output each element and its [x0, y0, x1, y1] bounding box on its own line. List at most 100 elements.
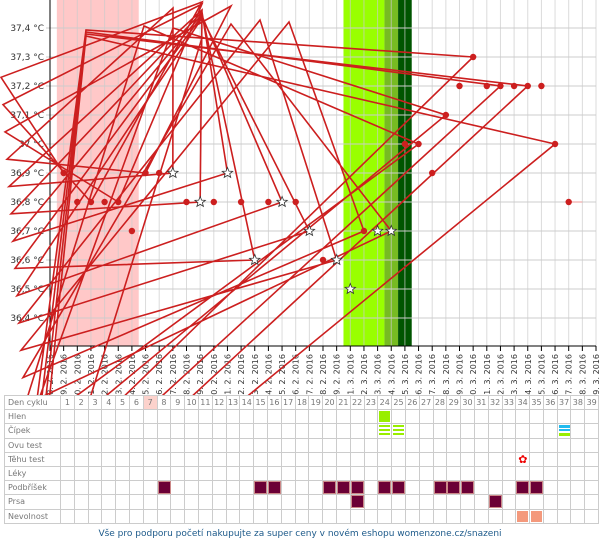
table-cell[interactable]: [446, 494, 462, 510]
table-cell[interactable]: [377, 480, 393, 496]
table-cell[interactable]: [418, 508, 434, 524]
table-cell[interactable]: [101, 480, 117, 496]
table-cell[interactable]: [377, 494, 393, 510]
table-cell[interactable]: [225, 409, 241, 425]
table-cell[interactable]: [529, 508, 544, 524]
table-cell[interactable]: [128, 465, 144, 482]
table-cell[interactable]: [266, 508, 282, 524]
table-cell[interactable]: [156, 451, 172, 467]
table-cell[interactable]: [570, 494, 586, 510]
table-cell[interactable]: [529, 409, 544, 425]
table-cell[interactable]: [211, 494, 227, 510]
table-cell[interactable]: [87, 409, 103, 425]
table-cell[interactable]: [322, 409, 337, 425]
table-cell[interactable]: [322, 494, 337, 510]
table-cell[interactable]: [446, 437, 462, 453]
table-cell[interactable]: [101, 437, 117, 453]
table-cell[interactable]: [584, 480, 600, 496]
table-cell[interactable]: [87, 465, 103, 482]
table-cell[interactable]: [556, 409, 572, 425]
table-cell[interactable]: [335, 423, 351, 439]
table-cell[interactable]: [266, 480, 282, 496]
table-cell[interactable]: [239, 494, 255, 510]
table-cell[interactable]: [197, 437, 213, 453]
table-cell[interactable]: [349, 465, 365, 482]
table-cell[interactable]: [225, 423, 241, 439]
table-cell[interactable]: [60, 409, 75, 425]
table-cell[interactable]: [128, 508, 144, 524]
table-cell[interactable]: [211, 451, 227, 467]
table-cell[interactable]: [170, 508, 186, 524]
table-cell[interactable]: [266, 465, 282, 482]
table-cell[interactable]: [570, 409, 586, 425]
table-cell[interactable]: [142, 494, 158, 510]
table-cell[interactable]: [73, 409, 89, 425]
table-cell[interactable]: [197, 494, 213, 510]
table-cell[interactable]: [404, 423, 420, 439]
table-cell[interactable]: [349, 451, 365, 467]
table-cell[interactable]: [156, 480, 172, 496]
table-cell[interactable]: [294, 494, 310, 510]
table-cell[interactable]: [349, 508, 365, 524]
table-cell[interactable]: [570, 437, 586, 453]
table-cell[interactable]: [432, 423, 448, 439]
table-cell[interactable]: [211, 508, 227, 524]
table-cell[interactable]: [363, 451, 379, 467]
table-cell[interactable]: [584, 409, 600, 425]
table-cell[interactable]: [156, 494, 172, 510]
table-cell[interactable]: [515, 465, 531, 482]
table-cell[interactable]: [308, 409, 324, 425]
table-cell[interactable]: [391, 451, 406, 467]
table-cell[interactable]: [101, 508, 117, 524]
table-cell[interactable]: [363, 409, 379, 425]
table-cell[interactable]: [280, 423, 296, 439]
table-cell[interactable]: [542, 451, 558, 467]
table-cell[interactable]: [501, 409, 517, 425]
table-cell[interactable]: [266, 494, 282, 510]
table-cell[interactable]: [473, 508, 489, 524]
table-cell[interactable]: [460, 494, 475, 510]
table-cell[interactable]: [418, 465, 434, 482]
table-cell[interactable]: [584, 465, 600, 482]
table-cell[interactable]: [529, 480, 544, 496]
table-cell[interactable]: [142, 465, 158, 482]
table-cell[interactable]: [101, 494, 117, 510]
table-cell[interactable]: [501, 508, 517, 524]
table-cell[interactable]: [556, 451, 572, 467]
table-cell[interactable]: [542, 480, 558, 496]
table-cell[interactable]: [115, 508, 130, 524]
table-cell[interactable]: [184, 437, 199, 453]
table-cell[interactable]: [404, 465, 420, 482]
table-cell[interactable]: [529, 423, 544, 439]
table-cell[interactable]: [197, 465, 213, 482]
table-cell[interactable]: [253, 480, 268, 496]
table-cell[interactable]: [142, 480, 158, 496]
table-cell[interactable]: [322, 508, 337, 524]
table-cell[interactable]: [473, 494, 489, 510]
table-cell[interactable]: [335, 409, 351, 425]
table-cell[interactable]: [294, 465, 310, 482]
table-cell[interactable]: [280, 480, 296, 496]
table-cell[interactable]: [308, 494, 324, 510]
table-cell[interactable]: [487, 451, 503, 467]
table-cell[interactable]: [377, 423, 393, 439]
table-cell[interactable]: [211, 437, 227, 453]
table-cell[interactable]: [239, 451, 255, 467]
table-cell[interactable]: [239, 437, 255, 453]
table-cell[interactable]: [556, 494, 572, 510]
table-cell[interactable]: [584, 508, 600, 524]
table-cell[interactable]: [280, 451, 296, 467]
table-cell[interactable]: [460, 508, 475, 524]
table-cell[interactable]: [60, 423, 75, 439]
table-cell[interactable]: [253, 465, 268, 482]
table-cell[interactable]: [73, 423, 89, 439]
table-cell[interactable]: [73, 494, 89, 510]
table-cell[interactable]: [142, 508, 158, 524]
table-cell[interactable]: [101, 423, 117, 439]
table-cell[interactable]: [391, 508, 406, 524]
table-cell[interactable]: [487, 423, 503, 439]
table-cell[interactable]: [266, 423, 282, 439]
table-cell[interactable]: [156, 465, 172, 482]
table-cell[interactable]: [418, 494, 434, 510]
table-cell[interactable]: [294, 508, 310, 524]
